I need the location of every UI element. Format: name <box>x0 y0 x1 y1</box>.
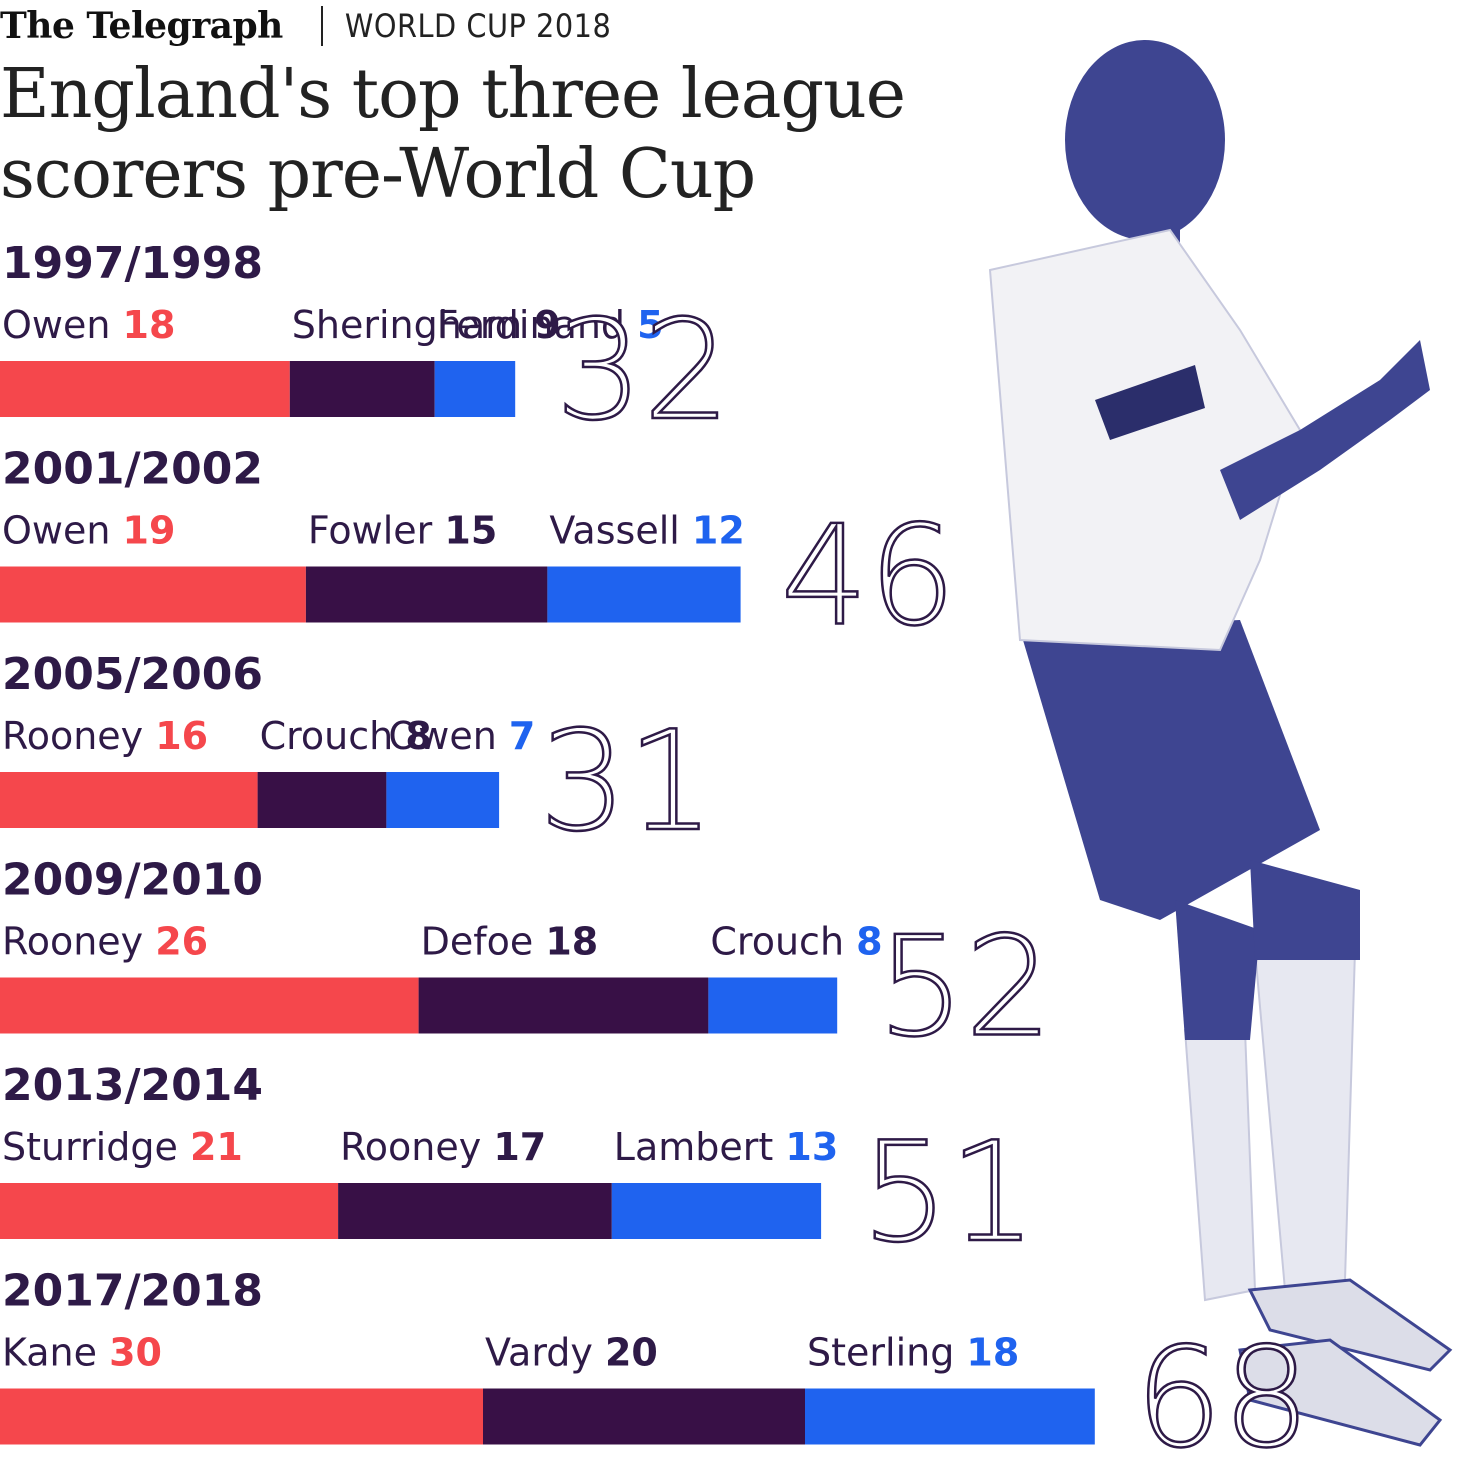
bar-segment <box>257 772 387 828</box>
player-name: Ferdinand <box>437 303 637 347</box>
bar-segment <box>547 566 741 623</box>
player-name: Owen <box>2 303 123 347</box>
bar-segment <box>0 1388 483 1445</box>
player-name: Crouch <box>260 714 406 758</box>
masthead: The Telegraph WORLD CUP 2018 <box>0 0 611 52</box>
player-label: Owen 19 <box>2 509 175 553</box>
player-goals: 18 <box>966 1331 1019 1375</box>
player-goals: 8 <box>856 920 882 964</box>
player-goals: 5 <box>637 303 663 347</box>
masthead-divider <box>320 6 323 46</box>
player-name: Sterling <box>807 1331 966 1375</box>
player-goals: 18 <box>123 303 176 347</box>
player-name: Sturridge <box>2 1125 190 1169</box>
bar-segment <box>289 361 435 417</box>
player-goals: 18 <box>545 920 598 964</box>
season-label: 2001/2002 <box>2 444 263 495</box>
player-photo <box>988 40 1453 1447</box>
player-label: Owen 7 <box>388 714 535 758</box>
player-name: Vassell <box>549 509 692 553</box>
bar-segment <box>386 772 500 828</box>
bar-segment <box>0 361 290 417</box>
bar-segment <box>805 1388 1095 1445</box>
player-name: Rooney <box>2 920 155 964</box>
player-goals: 13 <box>785 1125 838 1169</box>
player-label: Rooney 16 <box>2 714 208 758</box>
season-total: 32 <box>555 290 731 451</box>
player-name: Kane <box>2 1331 109 1375</box>
player-label: Lambert 13 <box>614 1125 838 1169</box>
player-label: Fowler 15 <box>308 509 497 553</box>
player-name: Fowler <box>308 509 444 553</box>
player-name: Crouch <box>710 920 856 964</box>
bar-segment <box>611 1183 822 1239</box>
season-label: 2009/2010 <box>2 855 263 906</box>
player-label: Kane 30 <box>2 1331 162 1375</box>
player-name: Rooney <box>340 1125 493 1169</box>
player-name: Defoe <box>421 920 546 964</box>
player-name: Vardy <box>485 1331 605 1375</box>
bar-segment <box>483 1388 805 1445</box>
player-label: Crouch 8 <box>260 714 432 758</box>
player-label: Vardy 20 <box>485 1331 658 1375</box>
bar-segment <box>0 977 419 1034</box>
season-label: 2017/2018 <box>2 1266 263 1317</box>
player-label: Owen 18 <box>2 303 175 347</box>
season-label: 2005/2006 <box>2 649 263 700</box>
bar-segment <box>0 772 258 828</box>
player-name: Owen <box>2 509 123 553</box>
bar-segment <box>708 977 838 1034</box>
season-total: 52 <box>877 907 1053 1068</box>
bar-segment <box>418 977 709 1034</box>
player-goals: 12 <box>692 509 745 553</box>
player-label: Rooney 26 <box>2 920 208 964</box>
player-goals: 30 <box>109 1331 162 1375</box>
bar-segment <box>305 566 548 623</box>
player-goals: 21 <box>190 1125 243 1169</box>
chart-title: England's top three league scorers pre-W… <box>0 55 906 215</box>
player-label: Crouch 8 <box>710 920 882 964</box>
season-total: 68 <box>1135 1318 1311 1460</box>
player-goals: 15 <box>444 509 497 553</box>
player-name: Lambert <box>614 1125 786 1169</box>
player-goals: 7 <box>509 714 535 758</box>
player-name: Rooney <box>2 714 155 758</box>
season-label: 2013/2014 <box>2 1060 263 1111</box>
bar-segment <box>0 1183 339 1239</box>
player-label: Rooney 17 <box>340 1125 546 1169</box>
player-goals: 19 <box>123 509 176 553</box>
player-goals: 20 <box>605 1331 658 1375</box>
player-goals: 16 <box>155 714 208 758</box>
player-label: Ferdinand 5 <box>437 303 664 347</box>
player-label: Vassell 12 <box>549 509 744 553</box>
player-goals: 9 <box>534 303 560 347</box>
bar-segment <box>338 1183 612 1239</box>
section-label: WORLD CUP 2018 <box>344 7 612 45</box>
season-label: 1997/1998 <box>2 238 263 289</box>
player-label: Sturridge 21 <box>2 1125 243 1169</box>
bar-segment <box>434 361 516 417</box>
season-total: 31 <box>539 701 715 862</box>
bar-segment <box>0 566 306 623</box>
player-label: Sterling 18 <box>807 1331 1019 1375</box>
player-label: Sheringham 9 <box>292 303 561 347</box>
player-goals: 8 <box>405 714 431 758</box>
player-goals: 17 <box>493 1125 546 1169</box>
chart-title-line-1: England's top three league <box>0 55 906 134</box>
telegraph-logo: The Telegraph <box>0 5 283 47</box>
player-label: Defoe 18 <box>421 920 599 964</box>
player-name: Owen <box>388 714 509 758</box>
player-goals: 26 <box>155 920 208 964</box>
season-total: 51 <box>861 1112 1037 1273</box>
player-name: Sheringham <box>292 303 534 347</box>
season-total: 46 <box>781 496 957 657</box>
chart-title-line-2: scorers pre-World Cup <box>0 135 756 214</box>
